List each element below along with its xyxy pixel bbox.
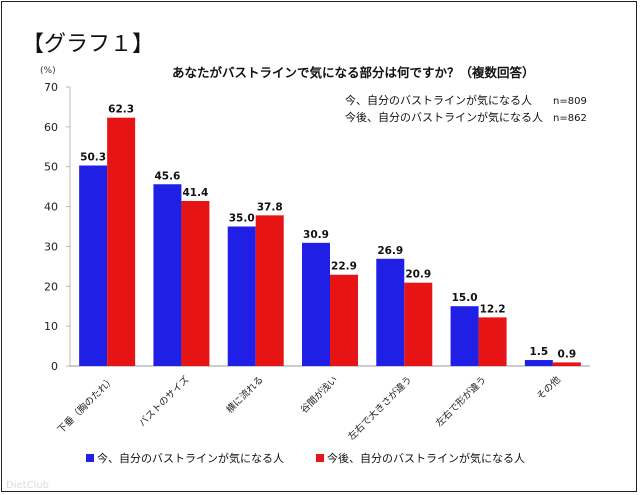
legend: 今、自分のバストラインが気になる人 今後、自分のバストラインが気になる人 bbox=[86, 451, 525, 465]
x-tick-label: 谷間が浅い bbox=[298, 374, 340, 416]
bar-0-3 bbox=[302, 242, 330, 366]
annotation-label-1: 今後、自分のバストラインが気になる人 bbox=[345, 110, 543, 124]
y-tick-label: 70 bbox=[44, 81, 58, 94]
data-label: 20.9 bbox=[405, 269, 431, 281]
watermark: DietClub bbox=[6, 480, 49, 491]
data-label: 45.6 bbox=[154, 170, 180, 182]
bar-1-0 bbox=[107, 117, 136, 366]
data-label: 1.5 bbox=[530, 346, 549, 358]
x-tick-label: その他 bbox=[534, 373, 563, 402]
legend-label-0: 今、自分のバストラインが気になる人 bbox=[97, 451, 284, 465]
x-tick-label: 左右で形が違う bbox=[433, 374, 489, 430]
chart-title: あなたがバストラインで気になる部分は何ですか？（複数回答） bbox=[172, 65, 535, 80]
graph-heading: 【グラフ１】 bbox=[22, 32, 155, 57]
x-tick-label: 左右で大きさが違う bbox=[345, 374, 414, 443]
x-tick-label: バストのサイズ bbox=[136, 373, 192, 429]
bar-0-4 bbox=[376, 258, 405, 366]
y-tick-label: 10 bbox=[44, 320, 58, 333]
data-label: 12.2 bbox=[480, 303, 506, 315]
data-label: 35.0 bbox=[229, 213, 255, 225]
annotation-n-0: n=809 bbox=[553, 96, 587, 107]
data-label: 15.0 bbox=[452, 292, 478, 304]
bar-0-2 bbox=[227, 226, 256, 366]
data-label: 22.9 bbox=[331, 261, 357, 273]
data-label: 62.3 bbox=[108, 104, 134, 116]
y-tick-label: 40 bbox=[44, 201, 58, 214]
x-tick-label: 下垂（胸のたれ） bbox=[55, 374, 117, 436]
bar-1-2 bbox=[255, 215, 284, 366]
legend-swatch-0 bbox=[86, 454, 94, 462]
bar-1-5 bbox=[478, 317, 507, 366]
annotation-n-1: n=862 bbox=[553, 113, 587, 124]
y-tick-label: 20 bbox=[44, 280, 58, 293]
y-axis-label: (%) bbox=[40, 66, 56, 76]
y-tick-label: 30 bbox=[44, 240, 58, 253]
y-tick-label: 50 bbox=[44, 161, 58, 174]
legend-swatch-1 bbox=[316, 454, 324, 462]
bar-0-0 bbox=[79, 165, 108, 366]
x-tick-label: 横に流れる bbox=[224, 374, 266, 416]
y-tick-label: 0 bbox=[51, 360, 58, 373]
bar-1-6 bbox=[552, 362, 581, 366]
data-label: 37.8 bbox=[257, 201, 283, 213]
data-label: 50.3 bbox=[80, 152, 106, 164]
bar-1-1 bbox=[181, 200, 210, 366]
bar-0-6 bbox=[524, 360, 553, 366]
bar-1-3 bbox=[330, 274, 358, 366]
legend-label-1: 今後、自分のバストラインが気になる人 bbox=[327, 451, 525, 465]
annotation-label-0: 今、自分のバストラインが気になる人 bbox=[345, 93, 532, 107]
data-label: 30.9 bbox=[303, 229, 329, 241]
bar-0-5 bbox=[450, 306, 479, 366]
y-tick-label: 60 bbox=[44, 121, 58, 134]
data-label: 0.9 bbox=[558, 348, 577, 360]
data-label: 26.9 bbox=[377, 245, 403, 257]
data-label: 41.4 bbox=[182, 187, 208, 199]
bar-1-4 bbox=[404, 282, 433, 366]
bar-0-1 bbox=[153, 184, 182, 366]
